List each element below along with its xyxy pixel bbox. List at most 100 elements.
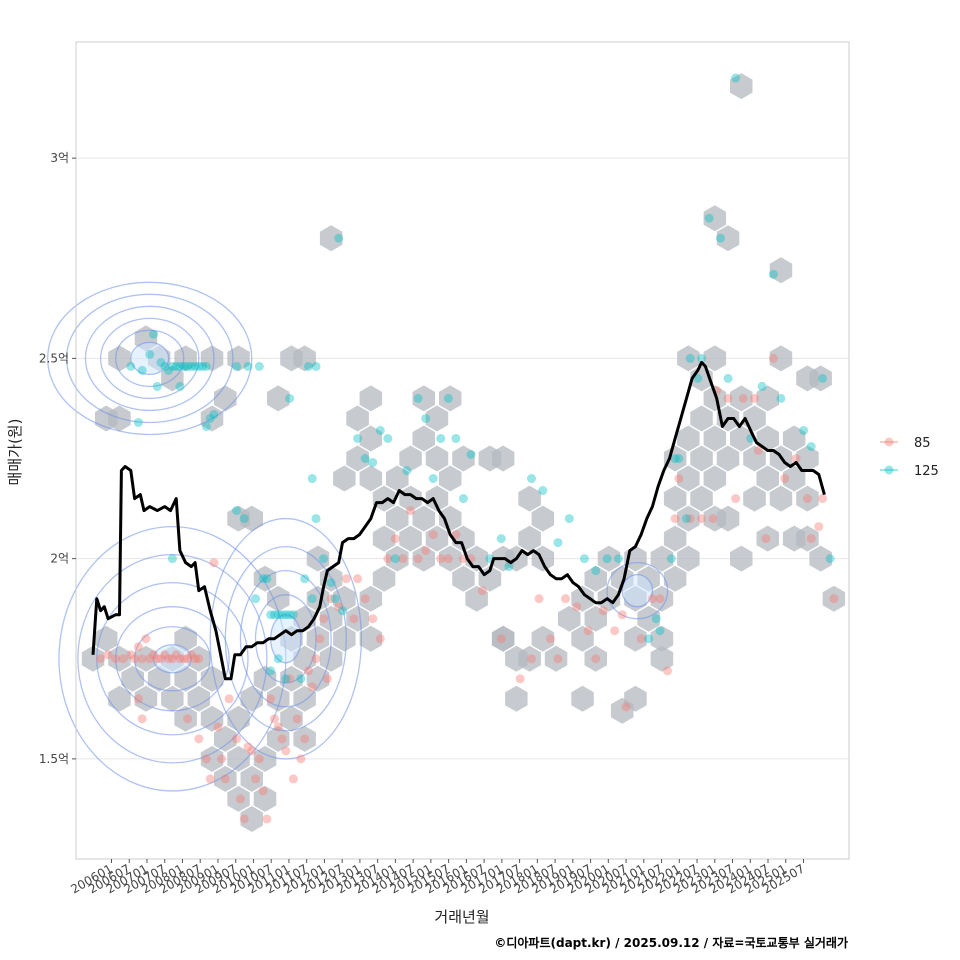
- hexbin-cell: [531, 505, 555, 532]
- point-125: [285, 610, 295, 620]
- point-125: [704, 213, 714, 223]
- point-125: [175, 361, 185, 371]
- y-axis: 1.5억 2억 2.5억 3억: [39, 151, 76, 766]
- point-125: [126, 361, 136, 371]
- point-125: [421, 413, 431, 423]
- hexbin-cell: [663, 525, 687, 552]
- hexbin-cell: [200, 345, 224, 372]
- point-85: [663, 666, 673, 676]
- point-85: [254, 754, 264, 764]
- hexbin-cell: [703, 465, 727, 492]
- hexbin-cell: [769, 345, 793, 372]
- point-85: [190, 654, 200, 664]
- point-85: [239, 814, 249, 824]
- density-contour: [77, 553, 268, 764]
- point-85: [307, 682, 317, 692]
- point-125: [156, 357, 166, 367]
- point-85: [319, 614, 329, 624]
- point-85: [235, 794, 245, 804]
- point-85: [322, 674, 332, 684]
- hexbin-cell: [690, 485, 713, 512]
- hexbin-cell: [782, 465, 806, 492]
- point-85: [224, 694, 234, 704]
- panel-border: [75, 41, 850, 860]
- hexbin-cell: [319, 645, 343, 672]
- hexbin-cell: [544, 645, 568, 672]
- caption: ©디아파트(dapt.kr) / 2025.09.12 / 자료=국토교통부 실…: [494, 935, 848, 950]
- y-tick-label: 2.5억: [39, 351, 69, 365]
- point-85: [130, 654, 140, 664]
- point-125: [288, 610, 298, 620]
- point-85: [436, 554, 446, 564]
- point-85: [591, 654, 601, 664]
- density-contour: [96, 582, 249, 736]
- hexbin-cell: [796, 525, 819, 552]
- hexbin-cell: [782, 425, 806, 452]
- hexbin-cell: [108, 645, 131, 672]
- point-125: [160, 361, 170, 371]
- hexbin-cell: [743, 485, 766, 512]
- point-85: [141, 634, 151, 644]
- point-125: [307, 474, 317, 484]
- y-tick-label: 2억: [50, 552, 69, 566]
- point-85: [326, 594, 336, 604]
- hexbin-cell: [425, 405, 449, 432]
- point-125: [390, 554, 400, 564]
- point-125: [303, 361, 313, 371]
- hexbin-cell: [267, 685, 290, 712]
- hexbin-cell: [624, 625, 647, 652]
- hexbin-cell: [108, 345, 131, 372]
- point-85: [731, 494, 741, 504]
- density-contour: [99, 317, 200, 400]
- point-85: [670, 514, 680, 524]
- hexbin-cell: [796, 445, 819, 472]
- point-125: [360, 454, 370, 464]
- hexbin-cell: [703, 385, 727, 412]
- hexbin-cell: [319, 605, 343, 632]
- hexbin-cell: [703, 205, 727, 232]
- hexbin-cell: [386, 505, 409, 532]
- point-125: [152, 381, 162, 391]
- point-125: [133, 417, 143, 427]
- density-contour: [621, 574, 654, 608]
- density-contour: [224, 545, 347, 732]
- point-85: [738, 393, 748, 403]
- point-125: [209, 409, 219, 419]
- hexbin-cell: [425, 485, 449, 512]
- hexbin-cell: [267, 585, 290, 612]
- point-125: [337, 606, 347, 616]
- point-125: [258, 574, 268, 584]
- hexbin-cell: [187, 685, 211, 712]
- hexbin-cell: [637, 605, 660, 632]
- hexbin-cell: [822, 585, 846, 612]
- point-85: [269, 714, 279, 724]
- point-85: [145, 654, 155, 664]
- hexbin-cell: [187, 645, 211, 672]
- hexbin-cell: [359, 425, 383, 452]
- point-125: [171, 361, 181, 371]
- point-125: [731, 73, 741, 83]
- point-85: [300, 734, 310, 744]
- point-85: [750, 393, 760, 403]
- point-85: [183, 714, 193, 724]
- point-125: [311, 514, 321, 524]
- point-85: [273, 722, 283, 732]
- density-contour: [152, 644, 192, 674]
- point-125: [591, 566, 601, 576]
- hexbin-cell: [663, 485, 687, 512]
- point-85: [515, 674, 525, 684]
- point-125: [693, 373, 703, 383]
- point-85: [791, 454, 801, 464]
- legend: 85 125: [880, 436, 939, 479]
- hexbin-cell: [267, 725, 290, 752]
- density-contour-layer: [47, 281, 669, 792]
- hexbin-cell: [174, 705, 197, 732]
- hexbin-cell: [386, 545, 409, 572]
- point-85: [167, 654, 177, 664]
- hexbin-cell: [571, 585, 594, 612]
- point-125: [644, 634, 654, 644]
- point-85: [164, 654, 174, 664]
- point-85: [534, 594, 544, 604]
- hexbin-cell: [333, 625, 356, 652]
- hexbin-cell: [439, 465, 462, 492]
